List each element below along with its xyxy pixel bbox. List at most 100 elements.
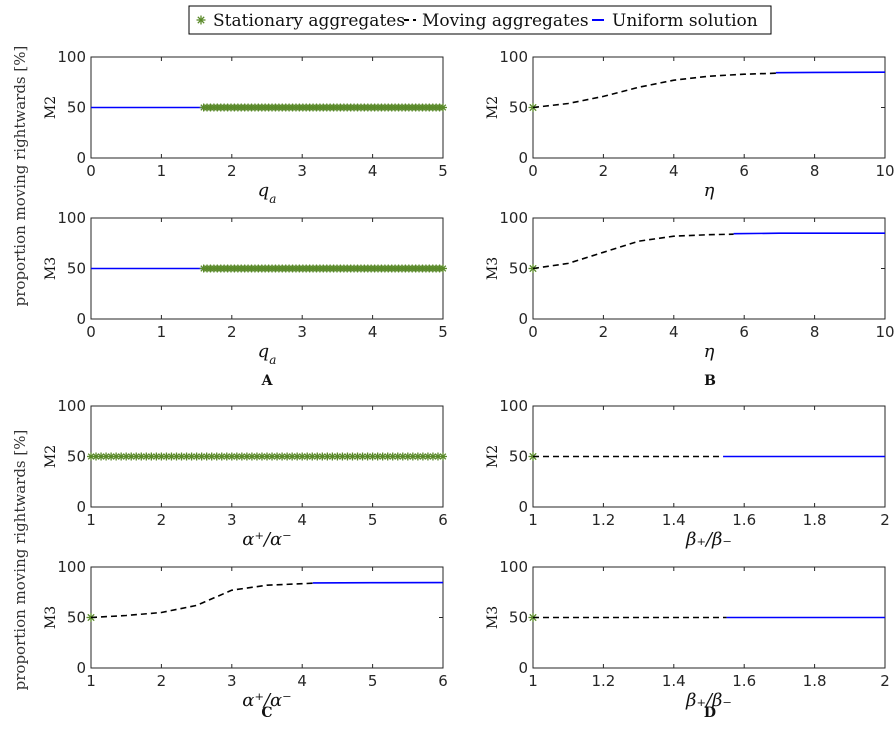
- y-tick-label: 100: [57, 48, 86, 66]
- x-tick-label: 0: [528, 323, 538, 341]
- common-ylabel: proportion moving rightwards [%]: [11, 46, 29, 307]
- y-axis-label: M3: [485, 257, 501, 280]
- x-tick-label: 4: [669, 323, 679, 341]
- moving-aggregates-line: [532, 233, 734, 270]
- y-tick-label: 50: [67, 260, 86, 278]
- uniform-solution-line: [775, 71, 886, 74]
- y-tick-label: 50: [67, 609, 86, 627]
- x-tick-label: 4: [368, 162, 378, 180]
- panel-label-a: A: [261, 373, 274, 389]
- y-axis-label: M2: [485, 445, 501, 468]
- x-tick-label: 2: [880, 672, 890, 690]
- legend-label: Stationary aggregates: [213, 11, 405, 31]
- panel-label-c: C: [261, 705, 272, 721]
- x-axis-label: qa: [258, 341, 277, 367]
- y-tick-label: 0: [518, 310, 528, 328]
- plot-area: [532, 56, 886, 159]
- y-tick-label: 100: [57, 209, 86, 227]
- stationary-point: [182, 452, 191, 461]
- stationary-point: [439, 452, 447, 461]
- x-tick-label: 2: [880, 511, 890, 529]
- x-tick-label: 2: [157, 672, 167, 690]
- legend-label: Moving aggregates: [422, 11, 589, 31]
- x-tick-label: 4: [669, 162, 679, 180]
- stationary-point: [187, 452, 196, 461]
- x-tick-label: 8: [810, 323, 820, 341]
- x-axis-label: qa: [258, 180, 277, 206]
- moving-aggregates-line: [532, 72, 776, 109]
- x-axis-label: β₊/β₋: [685, 529, 732, 550]
- x-tick-label: 1.2: [591, 511, 615, 529]
- x-tick-label: 2: [157, 511, 167, 529]
- stationary-point: [313, 452, 322, 461]
- y-tick-label: 0: [76, 149, 86, 167]
- stationary-point: [433, 452, 442, 461]
- y-tick-label: 0: [76, 498, 86, 516]
- x-tick-label: 1.6: [732, 672, 756, 690]
- x-tick-label: 3: [297, 162, 307, 180]
- moving-aggregates-line: [90, 582, 313, 619]
- stationary-point: [227, 452, 236, 461]
- stationary-point: [439, 103, 447, 112]
- stationary-point: [273, 452, 282, 461]
- x-tick-label: 1: [528, 511, 538, 529]
- y-tick-label: 0: [518, 498, 528, 516]
- x-tick-label: 2: [599, 162, 609, 180]
- x-tick-label: 2: [227, 162, 237, 180]
- legend: Stationary aggregates Moving aggregates Un…: [188, 5, 772, 35]
- stationary-point: [278, 452, 287, 461]
- x-tick-label: 1.2: [591, 672, 615, 690]
- chart-panel-c-m2: 1 2 3 4 5 6 0 50 100 M2 α⁺/α⁻: [43, 397, 448, 550]
- y-tick-label: 100: [57, 558, 86, 576]
- legend-marker-stationary: [196, 15, 206, 25]
- x-tick-label: 0: [528, 162, 538, 180]
- chart-panel-d-m3: 1 1.2 1.4 1.6 1.8 2 0 50 100 M3 β₊/β₋: [485, 558, 890, 711]
- x-tick-label: 3: [227, 672, 237, 690]
- x-tick-label: 1.8: [803, 511, 827, 529]
- y-axis-label: M2: [43, 96, 59, 119]
- x-tick-label: 4: [297, 672, 307, 690]
- x-axis-label: β₊/β₋: [685, 690, 732, 711]
- x-tick-label: 8: [810, 162, 820, 180]
- x-tick-label: 5: [368, 672, 378, 690]
- stationary-point: [363, 452, 372, 461]
- y-tick-label: 0: [76, 310, 86, 328]
- y-tick-label: 100: [499, 48, 528, 66]
- stationary-point: [418, 452, 427, 461]
- x-tick-label: 10: [875, 323, 894, 341]
- y-tick-label: 100: [499, 558, 528, 576]
- x-tick-label: 0: [86, 323, 96, 341]
- y-tick-label: 50: [67, 99, 86, 117]
- stationary-point: [288, 452, 297, 461]
- chart-panel-c-m3: 1 2 3 4 5 6 0 50 100 M3 α⁺/α⁻: [43, 558, 448, 711]
- y-tick-label: 50: [67, 448, 86, 466]
- x-tick-label: 6: [739, 323, 749, 341]
- x-tick-label: 1.4: [662, 511, 686, 529]
- x-tick-label: 6: [438, 672, 448, 690]
- stationary-point: [257, 452, 266, 461]
- panel-label-b: B: [704, 373, 716, 389]
- stationary-point: [97, 452, 106, 461]
- x-axis-label: α⁺/α⁻: [242, 529, 291, 550]
- legend-label: Uniform solution: [612, 11, 758, 31]
- legend-box: [188, 5, 772, 35]
- stationary-point: [353, 452, 362, 461]
- x-tick-label: 3: [227, 511, 237, 529]
- x-tick-label: 1: [157, 323, 167, 341]
- panel-label-d: D: [704, 705, 716, 721]
- y-tick-label: 100: [499, 209, 528, 227]
- y-tick-label: 50: [509, 260, 528, 278]
- chart-panel-d-m2: 1 1.2 1.4 1.6 1.8 2 0 50 100 M2 β₊/β₋: [485, 397, 890, 550]
- stationary-point: [107, 452, 116, 461]
- y-axis-label: M3: [43, 606, 59, 629]
- x-tick-label: 1.6: [732, 511, 756, 529]
- x-tick-label: 0: [86, 162, 96, 180]
- stationary-point: [197, 452, 206, 461]
- stationary-point: [92, 452, 101, 461]
- y-axis-label: M3: [43, 257, 59, 280]
- stationary-point: [439, 264, 447, 273]
- x-tick-label: 1.8: [803, 672, 827, 690]
- x-tick-label: 6: [438, 511, 448, 529]
